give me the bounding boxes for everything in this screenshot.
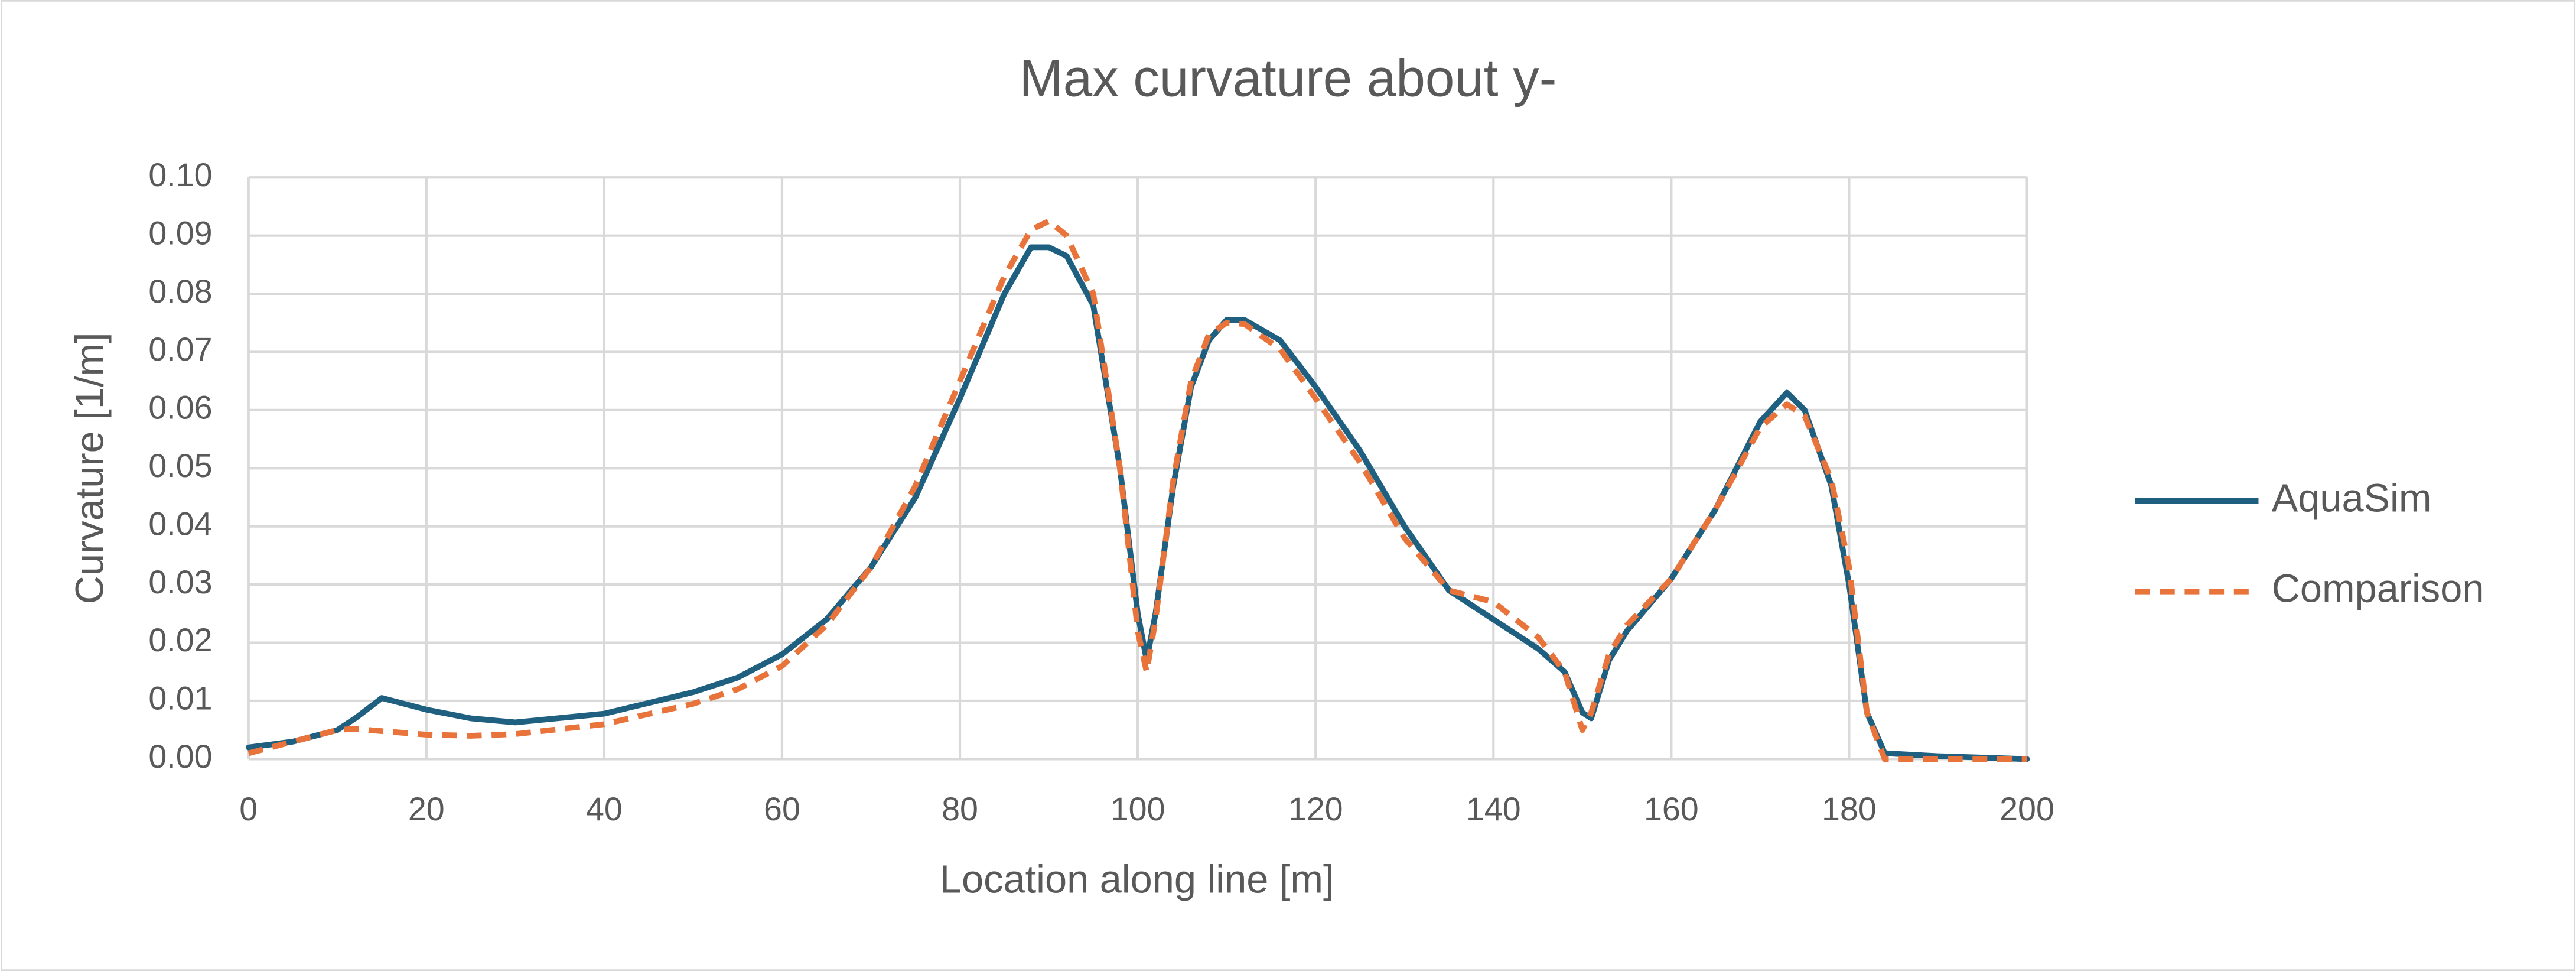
y-tick-label: 0.09 [148, 215, 212, 251]
y-tick-label: 0.00 [148, 738, 212, 775]
x-axis-label: Location along line [m] [940, 858, 1334, 902]
x-tick-label: 40 [586, 791, 623, 827]
y-axis-label: Curvature [1/m] [68, 332, 112, 604]
y-tick-label: 0.08 [148, 273, 212, 310]
x-tick-label: 120 [1288, 791, 1343, 827]
x-tick-label: 60 [764, 791, 800, 827]
y-tick-label: 0.04 [148, 505, 212, 542]
y-tick-label: 0.07 [148, 331, 212, 368]
legend-label: AquaSim [2272, 477, 2432, 521]
y-tick-label: 0.06 [148, 389, 212, 426]
y-tick-label: 0.02 [148, 622, 212, 658]
legend-label: Comparison [2272, 567, 2484, 610]
x-tick-label: 140 [1466, 791, 1521, 827]
x-tick-label: 0 [239, 791, 258, 827]
x-tick-label: 80 [942, 791, 978, 827]
x-tick-label: 180 [1822, 791, 1877, 827]
y-tick-label: 0.01 [148, 680, 212, 717]
series-line [247, 218, 2027, 762]
x-tick-label: 160 [1644, 791, 1699, 827]
y-tick-label: 0.10 [148, 157, 212, 193]
y-tick-label: 0.05 [148, 447, 212, 484]
chart-title: Max curvature about y- [1020, 48, 1557, 108]
x-tick-label: 200 [1999, 791, 2054, 827]
x-tick-label: 20 [408, 791, 445, 827]
y-tick-label: 0.03 [148, 564, 212, 600]
x-tick-label: 100 [1110, 791, 1165, 827]
